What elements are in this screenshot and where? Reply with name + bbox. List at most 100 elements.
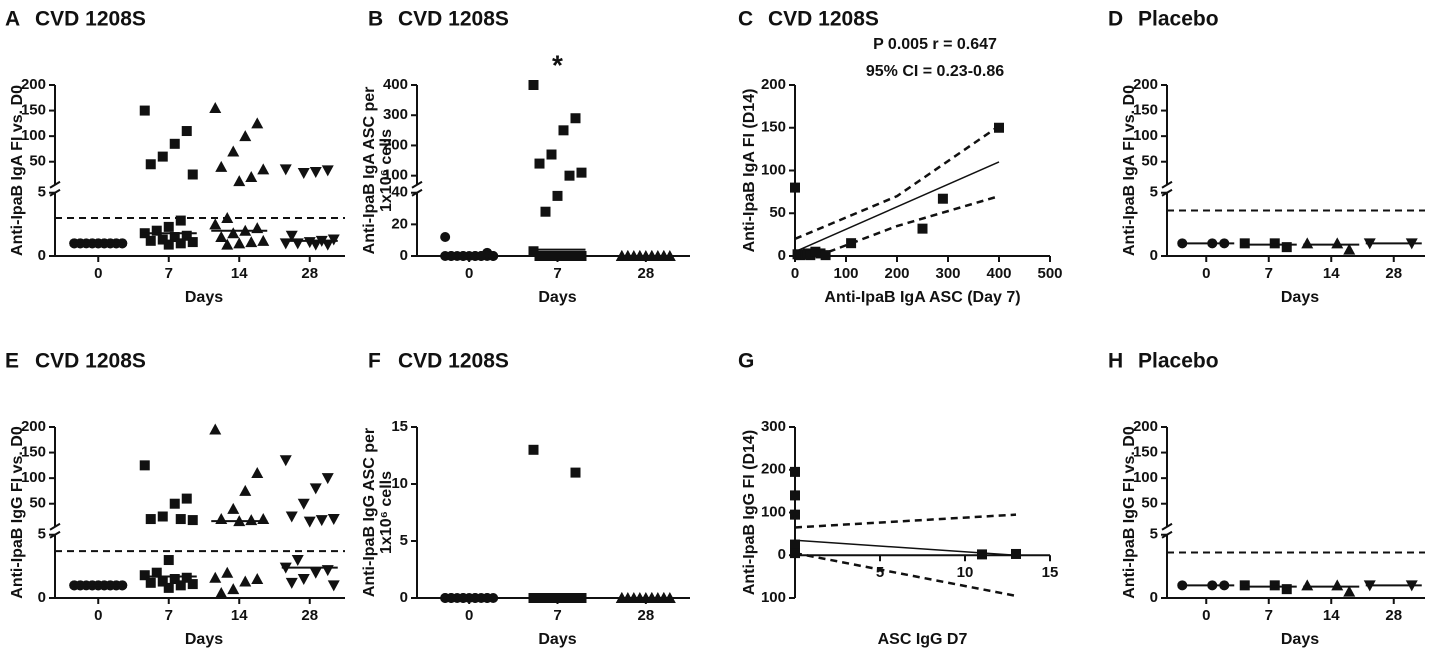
point: [528, 444, 539, 455]
y-tick-label: 150: [21, 102, 46, 119]
point: [321, 239, 334, 251]
point: [570, 251, 581, 261]
panel-title: CVD 1208S: [398, 350, 509, 373]
point: [297, 498, 310, 510]
y-axis-label: Anti-IpaB IgG ASC per: [361, 428, 378, 597]
point: [251, 117, 264, 129]
point: [257, 513, 270, 525]
panel-title: CVD 1208S: [35, 8, 146, 31]
point: [233, 237, 246, 249]
point: [239, 130, 252, 142]
y-tick-label: 200: [21, 418, 46, 435]
y-tick-label: 100: [761, 589, 786, 606]
panel-title: CVD 1208S: [35, 350, 146, 373]
point: [291, 555, 304, 567]
point: [558, 251, 569, 261]
y-tick-label: 5: [1150, 184, 1158, 201]
y-tick-label: 5: [38, 184, 46, 201]
x-tick-label: 0: [465, 265, 473, 282]
panel-letter: D: [1108, 8, 1123, 31]
axis-break: [1161, 522, 1173, 531]
point: [1343, 243, 1356, 255]
point: [215, 513, 228, 525]
point: [227, 145, 240, 157]
point: [540, 206, 551, 217]
x-tick-label: 100: [833, 265, 858, 282]
ci-lower: [795, 551, 1017, 598]
point: [215, 160, 228, 172]
point: [790, 548, 800, 559]
point: [552, 190, 563, 201]
y-tick-label: 100: [21, 127, 46, 144]
point: [187, 579, 198, 590]
point: [564, 170, 575, 181]
panel-letter: A: [5, 8, 20, 31]
x-tick-label: 7: [165, 265, 173, 282]
y-axis-label: Anti-IpaB IgA FI vs. D0: [9, 85, 26, 256]
point: [315, 515, 328, 527]
y-tick-label: 0: [1150, 247, 1158, 264]
point: [251, 573, 264, 585]
y-axis-label: Anti-IpaB IgG FI vs. D0: [9, 426, 26, 599]
point: [297, 574, 310, 586]
y-tick-label: 100: [383, 167, 408, 184]
point: [157, 151, 168, 162]
point: [169, 232, 180, 243]
fit-line: [795, 161, 1000, 253]
x-tick-label: 14: [231, 607, 248, 624]
y-axis-label: Anti-IpaB IgA ASC per: [361, 87, 378, 255]
axis-break: [411, 180, 423, 189]
x-tick-label: 28: [1385, 265, 1402, 282]
axis-break: [49, 522, 61, 531]
y-tick-label: 0: [38, 589, 46, 606]
y-tick-label: 150: [761, 119, 786, 136]
x-axis-label: Days: [1281, 289, 1319, 306]
point: [540, 251, 551, 261]
point: [209, 102, 222, 114]
point: [570, 113, 581, 124]
ci-upper: [795, 125, 1000, 241]
x-axis-label: Days: [185, 631, 223, 648]
point: [846, 238, 857, 249]
point: [558, 125, 569, 136]
y-tick-label: 100: [1133, 127, 1158, 144]
x-axis-label: Days: [538, 289, 576, 306]
point: [321, 165, 334, 177]
x-tick-label: 0: [791, 265, 799, 282]
point: [251, 467, 264, 479]
y-axis-label: Anti-IpaB IgG FI (D14): [741, 430, 758, 595]
y-axis-label: Anti-IpaB IgA FI vs. D0: [1121, 85, 1138, 256]
y-tick-label: 150: [21, 444, 46, 461]
point: [257, 234, 270, 246]
point: [139, 105, 150, 116]
y-tick-label: 100: [21, 469, 46, 486]
point: [209, 571, 222, 583]
point: [221, 212, 234, 224]
point: [163, 582, 174, 593]
point: [227, 502, 240, 514]
y-axis-label: 1x10⁶ cells: [378, 129, 395, 212]
point: [576, 167, 587, 178]
panel-letter: E: [5, 350, 19, 373]
x-tick-label: 7: [1265, 607, 1273, 624]
point: [221, 238, 234, 250]
point: [151, 567, 162, 578]
point: [303, 516, 316, 528]
annotation: 95% CI = 0.23-0.86: [866, 63, 1004, 80]
x-tick-label: 28: [637, 265, 654, 282]
x-tick-label: 0: [1202, 607, 1210, 624]
point: [297, 167, 310, 179]
point: [1343, 585, 1356, 597]
point: [215, 231, 228, 243]
point: [169, 574, 180, 585]
y-tick-label: 20: [391, 215, 408, 232]
point: [209, 423, 222, 435]
y-tick-label: 40: [391, 184, 408, 201]
x-tick-label: 400: [986, 265, 1011, 282]
point: [285, 511, 298, 523]
point: [534, 158, 545, 169]
point: [163, 555, 174, 566]
point: [157, 511, 168, 522]
point: [245, 514, 258, 526]
point: [239, 575, 252, 587]
